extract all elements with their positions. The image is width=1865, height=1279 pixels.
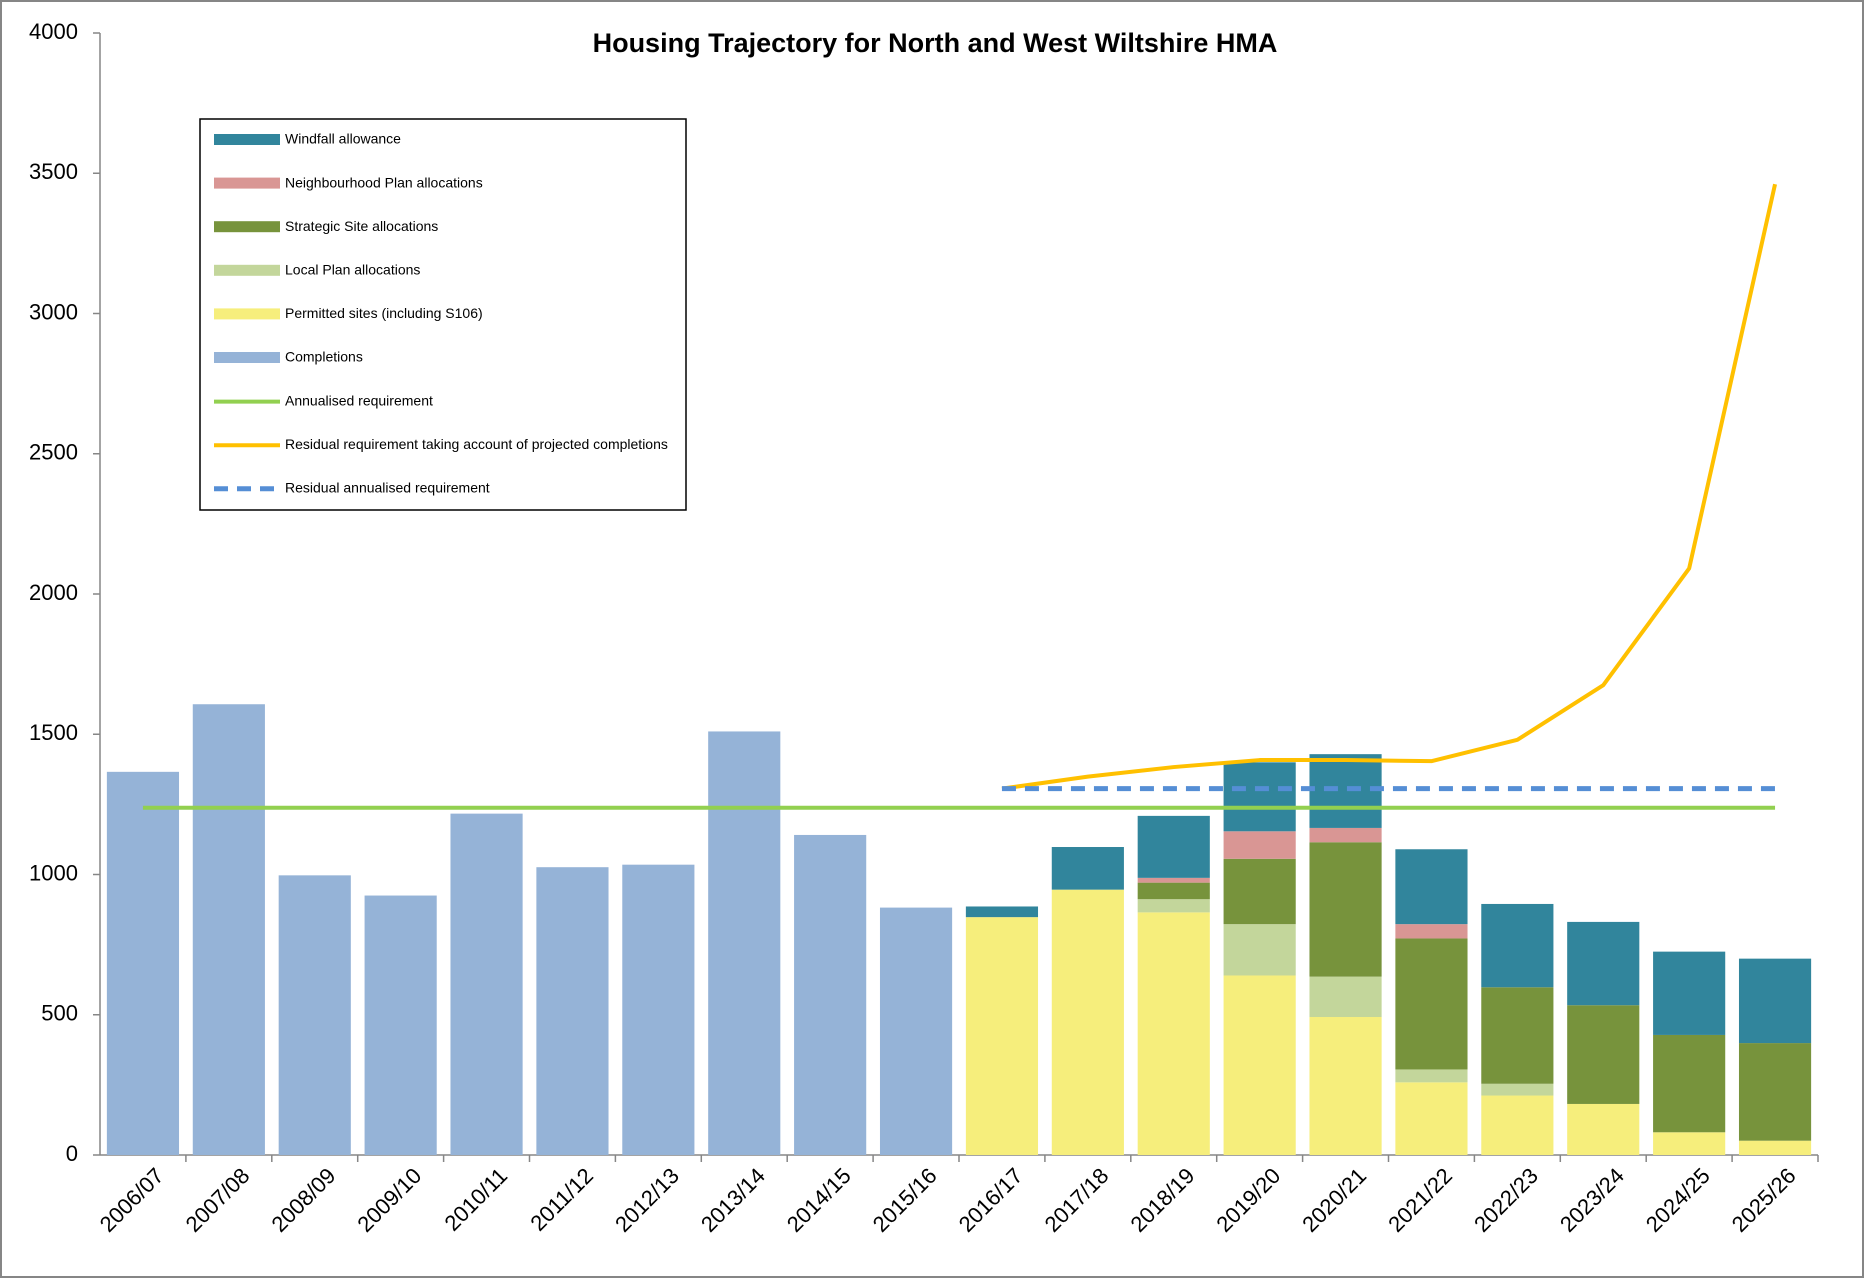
- bar-segment: [1481, 1095, 1554, 1155]
- bar-segment: [622, 864, 695, 1155]
- bar-segment: [1223, 924, 1296, 976]
- series-line: [1001, 183, 1778, 791]
- legend-label: Windfall allowance: [285, 131, 401, 147]
- bar-segment: [1223, 831, 1296, 859]
- y-tick-label: 1000: [29, 860, 78, 885]
- legend-label: Residual requirement taking account of p…: [285, 436, 668, 452]
- bar-segment: [1567, 1005, 1640, 1104]
- bar-segment: [1051, 889, 1124, 1155]
- legend-box: [199, 118, 687, 511]
- bar-segment: [1223, 762, 1296, 832]
- chart-title: Housing Trajectory for North and West Wi…: [593, 28, 1278, 58]
- bar-segment: [1137, 912, 1210, 1155]
- y-tick-label: 2000: [29, 580, 78, 605]
- bar-segment: [1309, 827, 1382, 843]
- bar-segment: [1395, 1069, 1468, 1083]
- bar-segment: [1653, 1132, 1726, 1155]
- bar-segment: [1653, 951, 1726, 1035]
- legend-label: Annualised requirement: [285, 392, 433, 408]
- bar-segment: [708, 731, 781, 1155]
- bar-segment: [278, 875, 351, 1155]
- bar-segment: [1481, 903, 1554, 988]
- legend-label: Local Plan allocations: [285, 262, 420, 278]
- bar-segment: [1395, 849, 1468, 925]
- y-tick-label: 1500: [29, 720, 78, 745]
- bar-segment: [1481, 987, 1554, 1084]
- bar-segment: [450, 813, 523, 1155]
- legend-label: Neighbourhood Plan allocations: [285, 174, 483, 190]
- bar-segment: [1653, 1034, 1726, 1133]
- bar-segment: [1223, 975, 1296, 1155]
- bar-segment: [879, 907, 953, 1155]
- bar-segment: [1309, 976, 1382, 1017]
- bar-segment: [1309, 754, 1382, 828]
- bar-segment: [536, 867, 609, 1155]
- legend-swatch: [214, 134, 280, 145]
- legend-label: Completions: [285, 349, 363, 365]
- bar-segment: [1137, 877, 1210, 883]
- bar-segment: [965, 917, 1039, 1155]
- legend-swatch: [214, 264, 280, 276]
- bar-segment: [192, 704, 265, 1155]
- legend-label: Permitted sites (including S106): [285, 305, 483, 321]
- bar-segment: [1395, 1082, 1468, 1155]
- bar-segment: [1395, 924, 1468, 939]
- bar-segment: [106, 771, 180, 1155]
- legend-swatch: [214, 177, 280, 189]
- bar-segment: [364, 895, 437, 1155]
- bar-segment: [1567, 1103, 1640, 1155]
- bar-segment: [1738, 1043, 1812, 1141]
- bar-segment: [1137, 815, 1210, 878]
- y-tick-label: 4000: [29, 19, 78, 44]
- bar-segment: [1137, 899, 1210, 913]
- bar-segment: [794, 834, 867, 1155]
- bar-segment: [1395, 938, 1468, 1070]
- y-tick-label: 0: [66, 1141, 78, 1166]
- y-tick-label: 3000: [29, 299, 78, 324]
- bar-segment: [1051, 847, 1124, 890]
- legend-label: Strategic Site allocations: [285, 218, 438, 234]
- y-tick-label: 500: [41, 1001, 78, 1026]
- bar-segment: [1309, 1016, 1382, 1155]
- legend-swatch: [214, 352, 280, 363]
- legend-swatch: [214, 308, 280, 320]
- bar-segment: [1223, 858, 1296, 925]
- bar-segment: [1309, 842, 1382, 977]
- bar-segment: [1137, 882, 1210, 900]
- bar-segment: [1738, 958, 1812, 1044]
- y-tick-label: 3500: [29, 159, 78, 184]
- legend-swatch: [214, 221, 280, 233]
- y-tick-label: 2500: [29, 440, 78, 465]
- bar-segment: [1567, 921, 1640, 1006]
- bar-segment: [1481, 1083, 1554, 1096]
- bar-segment: [1738, 1140, 1812, 1155]
- legend-label: Residual annualised requirement: [285, 480, 490, 496]
- bar-segment: [965, 906, 1039, 918]
